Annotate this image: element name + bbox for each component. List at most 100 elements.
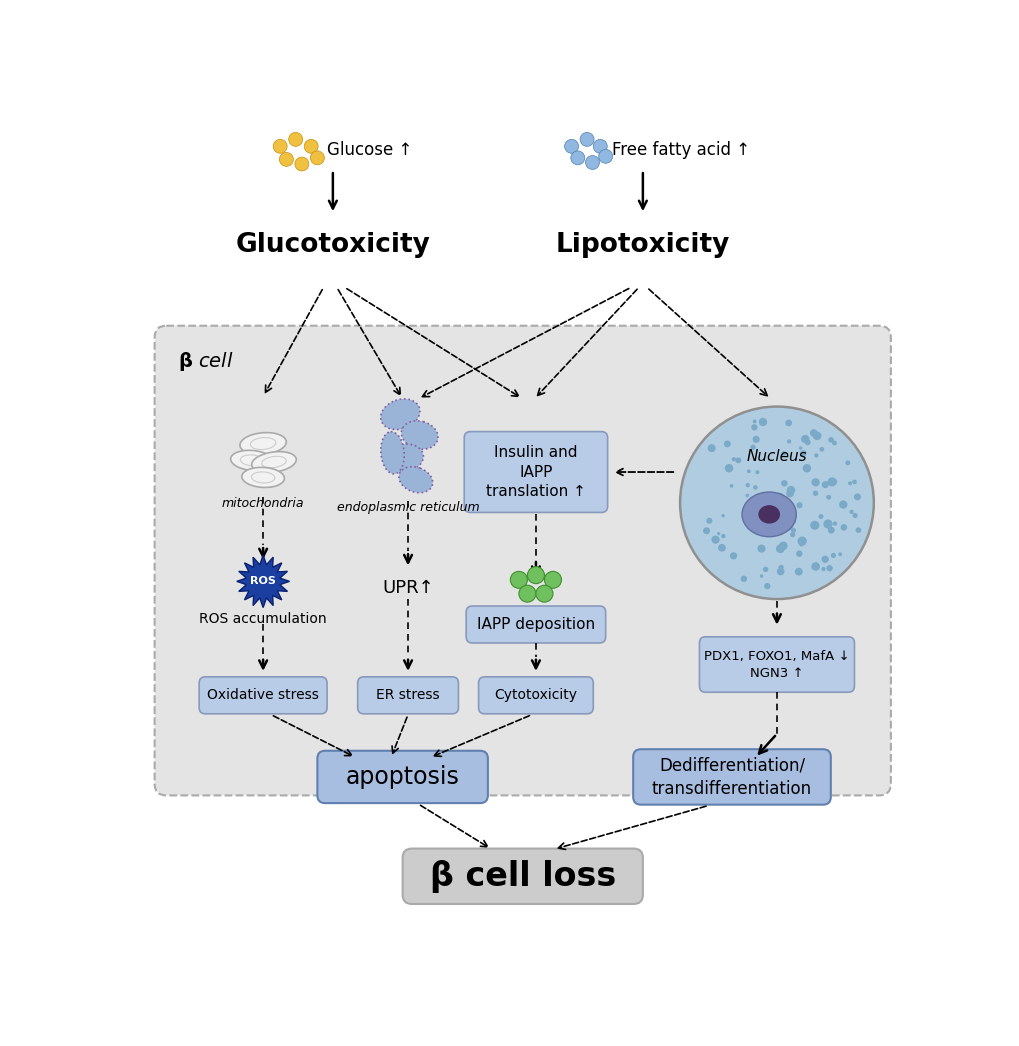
Circle shape: [776, 568, 784, 575]
Circle shape: [851, 480, 856, 484]
Circle shape: [716, 532, 719, 536]
Circle shape: [762, 567, 767, 572]
Circle shape: [790, 532, 795, 538]
Circle shape: [847, 481, 851, 485]
Circle shape: [772, 507, 782, 517]
Circle shape: [804, 439, 810, 446]
Circle shape: [799, 450, 806, 457]
Circle shape: [593, 139, 606, 154]
Circle shape: [766, 528, 770, 532]
Circle shape: [820, 567, 824, 571]
Text: $\mathbf{\beta}$ $\mathit{cell}$: $\mathbf{\beta}$ $\mathit{cell}$: [177, 350, 233, 373]
Circle shape: [818, 447, 823, 452]
Circle shape: [796, 552, 801, 556]
Circle shape: [746, 470, 750, 473]
Circle shape: [740, 575, 746, 582]
Circle shape: [786, 490, 793, 497]
Circle shape: [777, 565, 783, 570]
FancyBboxPatch shape: [699, 637, 854, 692]
Circle shape: [833, 522, 837, 526]
FancyBboxPatch shape: [466, 606, 605, 643]
Circle shape: [711, 536, 719, 544]
Text: ROS accumulation: ROS accumulation: [199, 612, 327, 627]
Circle shape: [717, 544, 726, 551]
Text: IAPP deposition: IAPP deposition: [477, 617, 594, 632]
Circle shape: [796, 550, 802, 556]
Circle shape: [839, 500, 847, 508]
Text: ER stress: ER stress: [376, 688, 439, 702]
Circle shape: [779, 542, 787, 550]
Ellipse shape: [380, 399, 420, 430]
FancyBboxPatch shape: [478, 677, 593, 713]
Circle shape: [794, 568, 802, 575]
Text: Lipotoxicity: Lipotoxicity: [555, 232, 730, 257]
Circle shape: [820, 555, 828, 563]
Circle shape: [790, 528, 795, 532]
Circle shape: [750, 518, 754, 522]
Circle shape: [571, 151, 584, 165]
Circle shape: [781, 451, 786, 456]
FancyBboxPatch shape: [633, 749, 830, 804]
Text: Glucotoxicity: Glucotoxicity: [235, 232, 430, 257]
Circle shape: [735, 457, 741, 463]
Text: ROS: ROS: [250, 576, 276, 587]
Circle shape: [798, 447, 802, 450]
Circle shape: [707, 445, 715, 452]
Circle shape: [519, 585, 535, 602]
Text: Oxidative stress: Oxidative stress: [207, 688, 319, 702]
Circle shape: [750, 445, 755, 450]
Circle shape: [279, 153, 293, 166]
Circle shape: [731, 457, 736, 461]
Polygon shape: [236, 555, 289, 608]
FancyBboxPatch shape: [403, 848, 642, 904]
Ellipse shape: [400, 420, 437, 450]
Ellipse shape: [252, 452, 296, 473]
Text: endoplasmic reticulum: endoplasmic reticulum: [336, 501, 479, 515]
Circle shape: [544, 571, 560, 588]
Circle shape: [752, 419, 756, 424]
Circle shape: [755, 470, 758, 474]
FancyBboxPatch shape: [199, 677, 327, 713]
Circle shape: [774, 493, 784, 501]
Circle shape: [838, 552, 842, 556]
Circle shape: [810, 562, 819, 571]
Circle shape: [786, 523, 793, 530]
Circle shape: [825, 565, 832, 571]
Circle shape: [565, 139, 578, 154]
Circle shape: [797, 537, 806, 546]
Circle shape: [535, 585, 552, 602]
Circle shape: [745, 483, 749, 487]
Circle shape: [796, 502, 802, 508]
Text: Cytotoxicity: Cytotoxicity: [494, 688, 577, 702]
Circle shape: [813, 453, 817, 457]
Circle shape: [811, 478, 819, 486]
Ellipse shape: [239, 433, 286, 454]
Circle shape: [751, 425, 757, 431]
Circle shape: [781, 480, 787, 486]
Circle shape: [705, 518, 711, 524]
Circle shape: [723, 440, 730, 448]
Circle shape: [840, 524, 847, 530]
Circle shape: [821, 481, 828, 488]
Text: apoptosis: apoptosis: [345, 765, 460, 789]
Circle shape: [759, 502, 768, 510]
Ellipse shape: [680, 407, 873, 599]
Circle shape: [785, 419, 791, 427]
Ellipse shape: [230, 451, 274, 471]
Circle shape: [580, 133, 593, 146]
Circle shape: [752, 436, 759, 442]
Circle shape: [827, 437, 834, 442]
Circle shape: [827, 527, 834, 533]
Text: UPR↑: UPR↑: [382, 578, 433, 596]
Circle shape: [527, 567, 544, 584]
Circle shape: [757, 545, 765, 552]
Circle shape: [294, 157, 309, 170]
FancyBboxPatch shape: [358, 677, 458, 713]
Circle shape: [822, 520, 832, 528]
Circle shape: [729, 484, 733, 487]
Circle shape: [832, 479, 837, 484]
Circle shape: [725, 464, 733, 473]
Circle shape: [780, 500, 788, 508]
Text: β cell loss: β cell loss: [429, 860, 615, 893]
Circle shape: [758, 417, 766, 426]
